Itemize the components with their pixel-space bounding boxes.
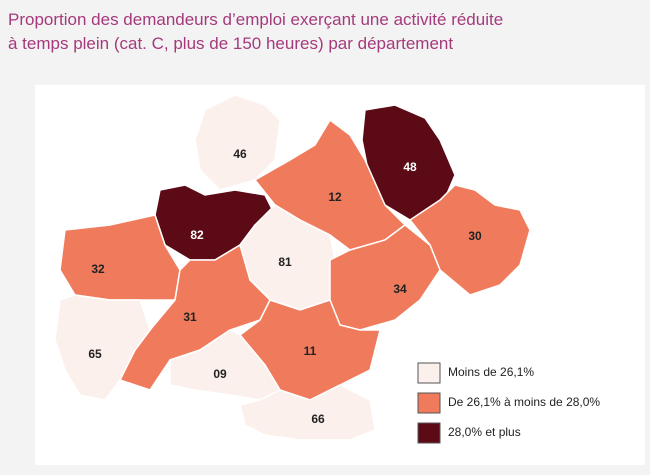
department-code: 65: [88, 347, 102, 361]
department-code: 82: [190, 228, 204, 242]
legend-label: Moins de 26,1%: [448, 365, 534, 379]
department-code: 30: [468, 229, 482, 243]
department-code: 66: [311, 412, 325, 426]
department: [194, 94, 281, 191]
department-code: 12: [328, 190, 342, 204]
legend-swatch: [417, 392, 441, 414]
legend-swatch: [417, 422, 441, 444]
legend-swatch: [417, 362, 441, 384]
department-code: 11: [304, 344, 317, 358]
legend-box: [405, 355, 640, 453]
legend-label: 28,0% et plus: [448, 425, 521, 439]
department-code: 09: [213, 367, 227, 381]
department-code: 34: [393, 282, 407, 296]
department-code: 46: [233, 147, 247, 161]
department: [239, 384, 376, 441]
title-line: Proportion des demandeurs d’emploi exerç…: [8, 10, 504, 29]
department: [54, 294, 151, 401]
department-code: 31: [183, 310, 197, 324]
department-code: 48: [403, 160, 417, 174]
legend-label: De 26,1% à moins de 28,0%: [448, 395, 600, 409]
department-code: 32: [91, 262, 105, 276]
title: Proportion des demandeurs d’emploi exerç…: [8, 8, 503, 56]
title-line: à temps plein (cat. C, plus de 150 heure…: [8, 34, 454, 53]
department-code: 81: [278, 255, 292, 269]
